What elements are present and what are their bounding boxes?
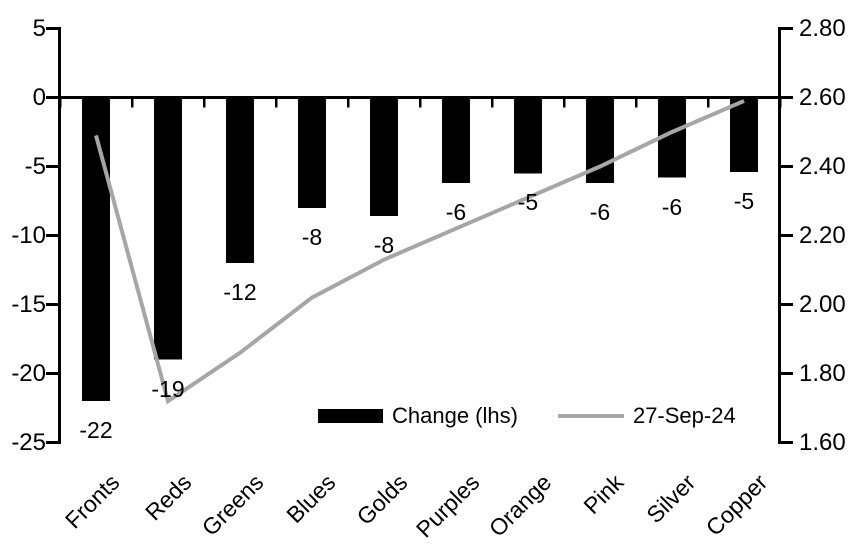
- bar-greens: [226, 97, 254, 264]
- left-axis-tick-label--25: -25: [11, 428, 46, 456]
- bar-copper: [730, 97, 758, 173]
- right-axis-tick-label-2.60: 2.60: [799, 83, 846, 111]
- bar-label-pink: -6: [589, 199, 611, 226]
- bar-golds: [370, 97, 398, 217]
- bar-reds: [154, 97, 182, 360]
- bar-label-silver: -6: [661, 193, 683, 220]
- right-axis-tick-label-1.80: 1.80: [799, 359, 846, 387]
- legend-line-swatch-icon: [557, 413, 624, 418]
- bar-label-orange: -5: [517, 189, 539, 216]
- legend-bar-swatch-icon: [318, 408, 383, 423]
- bar-fronts: [82, 97, 110, 402]
- left-axis-tick-label--20: -20: [11, 359, 46, 387]
- bar-label-blues: -8: [301, 223, 323, 250]
- left-axis-tick-label--5: -5: [24, 152, 46, 180]
- right-axis-tick-label-2.20: 2.20: [799, 221, 846, 249]
- chart-legend: Change (lhs) 27-Sep-24: [318, 402, 736, 429]
- bar-blues: [298, 97, 326, 208]
- bar-label-purples: -6: [445, 199, 467, 226]
- left-axis-tick-label--10: -10: [11, 221, 46, 249]
- bar-orange: [514, 97, 542, 174]
- series-line-27-sep-24: [94, 99, 745, 405]
- bar-label-copper: -5: [733, 188, 755, 215]
- bar-label-greens: -12: [223, 279, 257, 306]
- left-axis-tick-label--15: -15: [11, 290, 46, 318]
- left-axis-tick-label-5: 5: [32, 14, 46, 42]
- bar-label-reds: -19: [151, 375, 185, 402]
- right-axis-tick-label-2.40: 2.40: [799, 152, 846, 180]
- left-axis-tick-label-0: 0: [32, 83, 46, 111]
- legend-label-change: Change (lhs): [392, 403, 518, 428]
- right-axis-tick-label-2.80: 2.80: [799, 14, 846, 42]
- bar-label-fronts: -22: [79, 417, 113, 444]
- right-axis-tick-label-2.00: 2.00: [799, 290, 846, 318]
- legend-label-date: 27-Sep-24: [632, 403, 736, 428]
- bar-label-golds: -8: [373, 232, 395, 259]
- bar-purples: [442, 97, 470, 184]
- right-axis-tick-label-1.60: 1.60: [799, 428, 846, 456]
